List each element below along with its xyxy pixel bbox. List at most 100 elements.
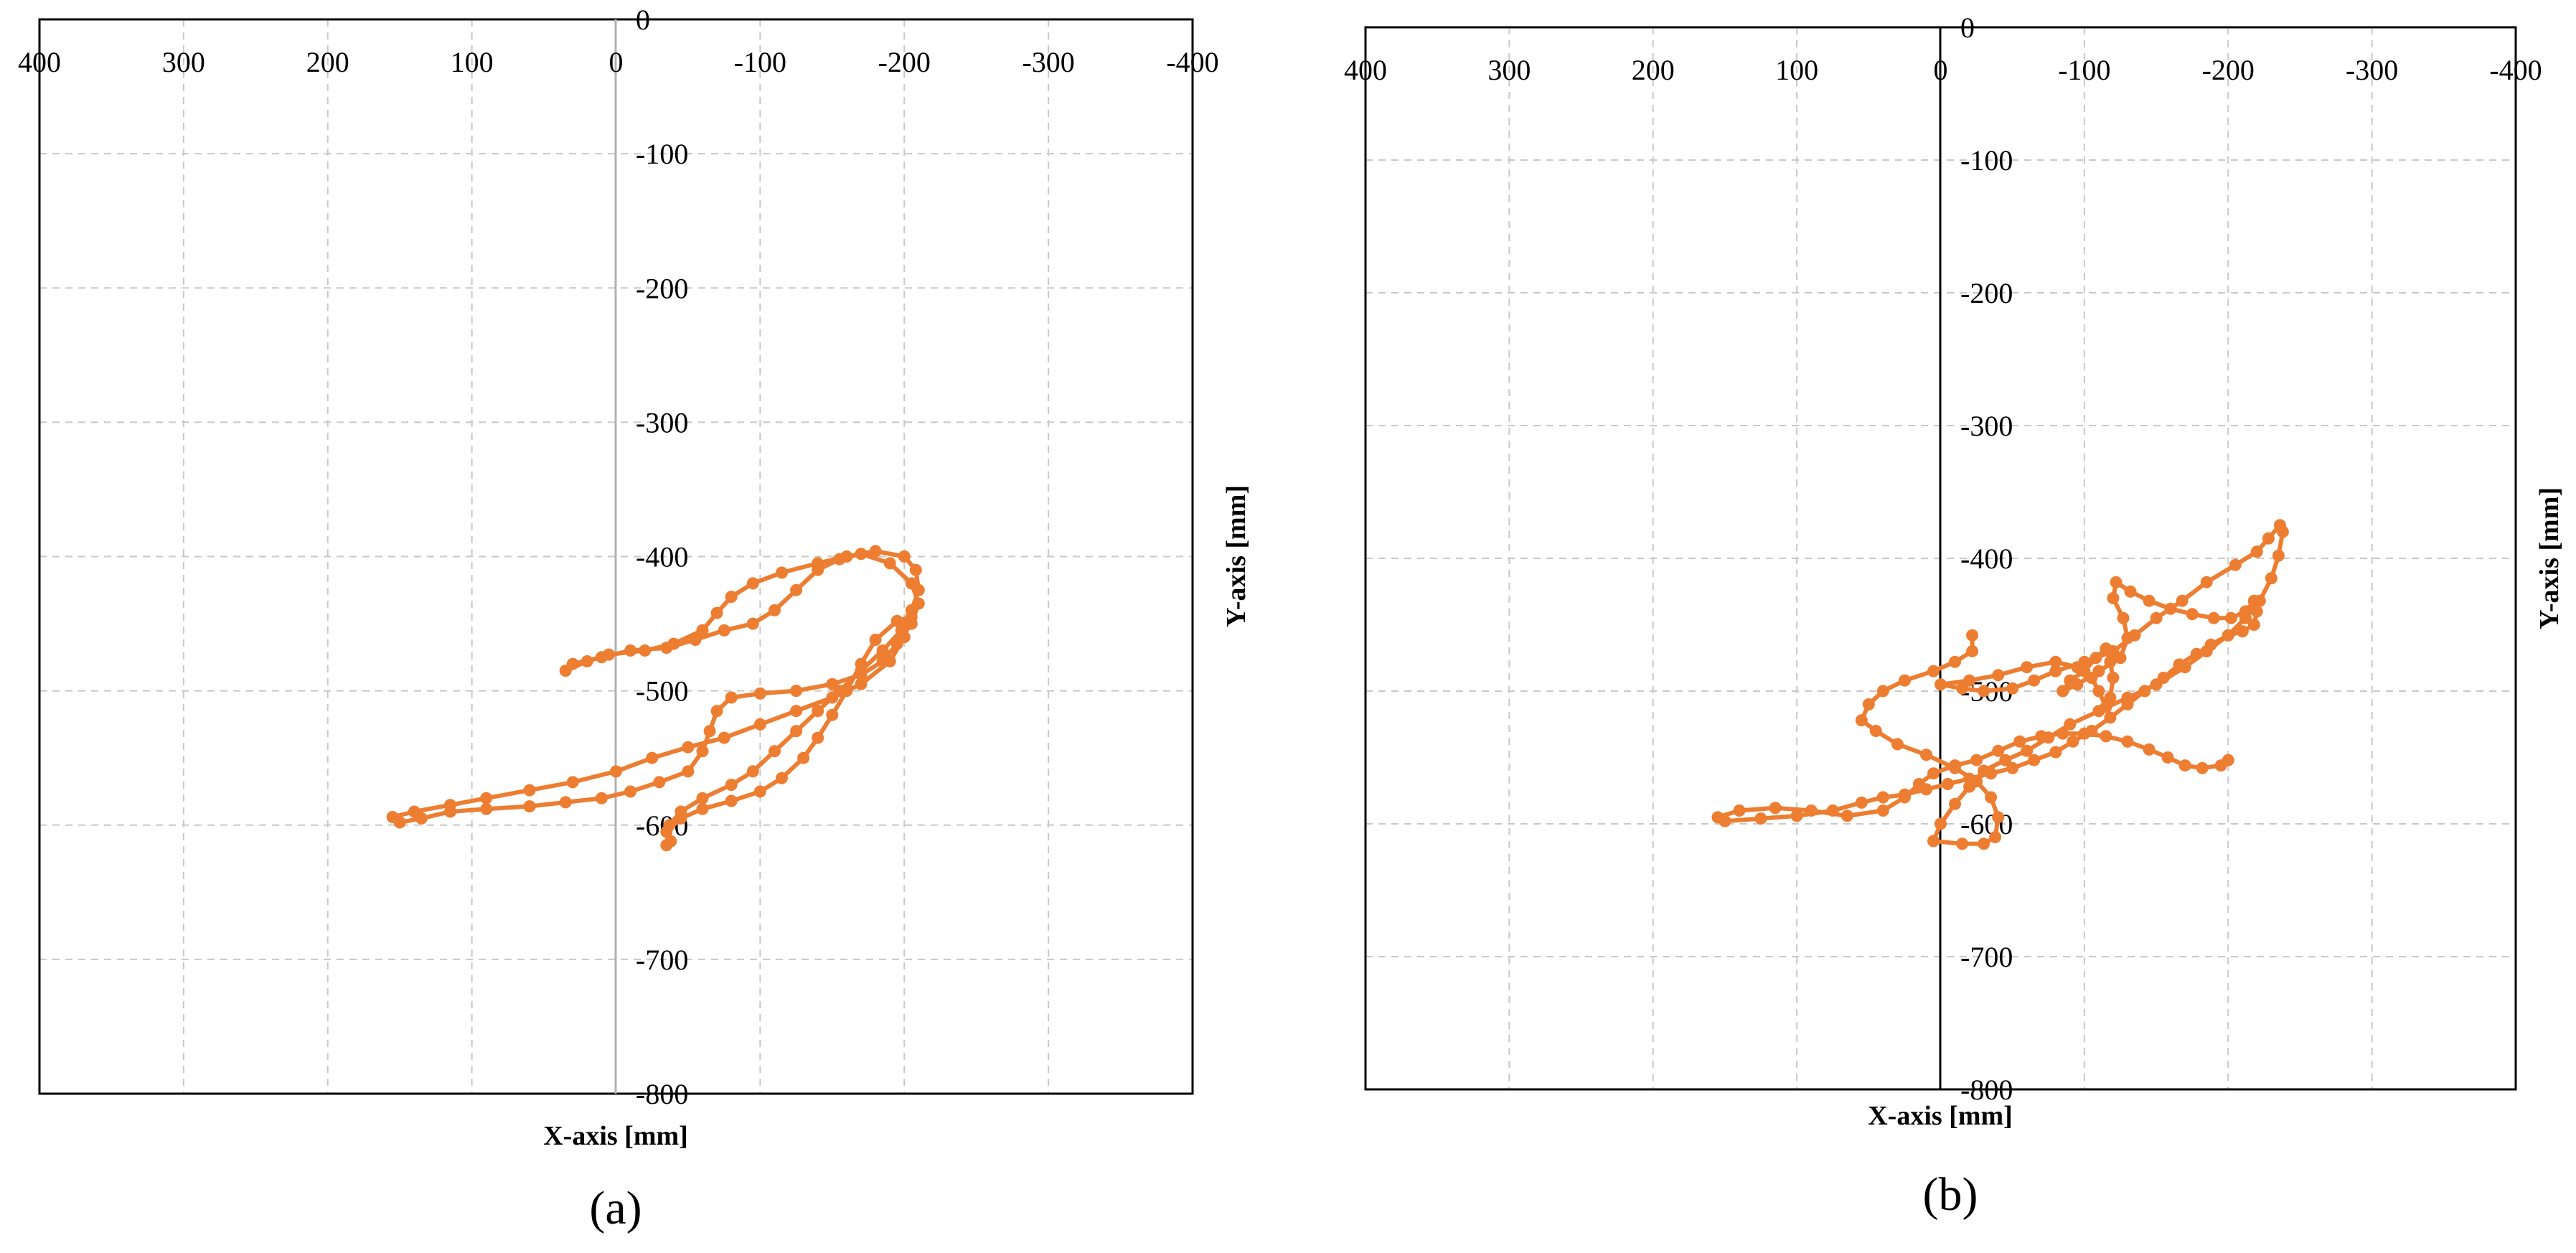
data-point bbox=[2196, 761, 2209, 774]
data-point bbox=[855, 677, 868, 690]
data-point bbox=[2250, 605, 2263, 618]
data-point bbox=[790, 705, 803, 718]
data-point bbox=[898, 631, 911, 644]
data-point bbox=[696, 624, 709, 637]
chart-panel-b: 400 300 200 100 0 -100 -200 -300 -400 0 -100 -200 -… bbox=[1344, 11, 2565, 1221]
y-tick-label: -700 bbox=[636, 944, 688, 976]
data-point bbox=[2239, 605, 2252, 618]
data-point bbox=[2176, 594, 2189, 607]
data-point bbox=[2229, 558, 2242, 571]
data-point bbox=[1985, 791, 1998, 804]
data-point bbox=[710, 705, 723, 718]
x-tick-label: 0 bbox=[1934, 54, 1948, 86]
data-point bbox=[2138, 685, 2151, 698]
data-point bbox=[2121, 698, 2134, 710]
data-point bbox=[595, 792, 608, 804]
data-point bbox=[718, 624, 730, 637]
data-point bbox=[2143, 594, 2156, 607]
data-point bbox=[710, 606, 723, 619]
data-point bbox=[776, 566, 788, 579]
series-line-b bbox=[1715, 522, 2285, 846]
data-point bbox=[2078, 665, 2091, 677]
data-point bbox=[1855, 714, 1868, 727]
data-point bbox=[2021, 744, 2034, 757]
data-point bbox=[1876, 791, 1889, 804]
y-tick-labels-b: 0-100-200-300-400-500-600-700-800 bbox=[1960, 11, 2013, 1106]
data-point bbox=[2104, 711, 2117, 724]
data-point bbox=[2092, 685, 2105, 698]
y-tick-label: -300 bbox=[1960, 410, 2013, 442]
data-point bbox=[2092, 665, 2105, 677]
data-point bbox=[2071, 678, 2084, 691]
data-point bbox=[2013, 735, 2026, 748]
data-point bbox=[2006, 682, 2019, 695]
y-axis-title-a: Y-axis [mm] bbox=[1221, 485, 1251, 627]
x-tick-label: 300 bbox=[162, 46, 205, 78]
x-tick-label: 300 bbox=[1487, 54, 1531, 86]
data-point bbox=[869, 545, 882, 558]
x-tick-label: -100 bbox=[734, 46, 786, 78]
data-point bbox=[2207, 611, 2220, 624]
data-point bbox=[2150, 611, 2163, 624]
data-point bbox=[790, 685, 803, 698]
data-point bbox=[1966, 629, 1979, 642]
data-point bbox=[610, 765, 622, 778]
data-point bbox=[2006, 761, 2019, 774]
data-point bbox=[753, 687, 766, 700]
y-axis-title-b: Y-axis [mm] bbox=[2534, 487, 2565, 629]
data-point bbox=[660, 825, 673, 838]
data-point bbox=[1989, 831, 2002, 843]
data-point bbox=[826, 708, 839, 721]
data-point bbox=[664, 835, 677, 848]
data-point bbox=[1949, 655, 1961, 668]
data-point bbox=[2190, 647, 2203, 660]
data-point bbox=[768, 604, 781, 616]
data-point bbox=[826, 677, 839, 690]
data-point bbox=[2247, 619, 2260, 631]
data-point bbox=[2104, 655, 2117, 668]
data-point bbox=[725, 794, 738, 807]
y-tick-label: -200 bbox=[1960, 277, 2013, 309]
data-point bbox=[646, 751, 659, 764]
x-tick-label: 100 bbox=[451, 46, 494, 78]
data-point bbox=[2247, 594, 2260, 607]
data-point bbox=[2222, 754, 2234, 766]
data-point bbox=[1927, 767, 1940, 780]
x-tick-label: 100 bbox=[1775, 54, 1818, 86]
data-point bbox=[2078, 727, 2091, 740]
data-point bbox=[1855, 796, 1868, 809]
data-point bbox=[480, 792, 493, 804]
data-point bbox=[2035, 730, 2048, 743]
data-point bbox=[2100, 700, 2112, 713]
data-point bbox=[905, 611, 918, 624]
data-point bbox=[855, 657, 868, 670]
data-point bbox=[753, 785, 766, 798]
data-point bbox=[2028, 674, 2041, 687]
data-point bbox=[480, 802, 493, 815]
series-a bbox=[386, 545, 925, 852]
data-point bbox=[523, 800, 536, 813]
data-point bbox=[1985, 767, 1998, 780]
data-point bbox=[624, 644, 637, 657]
data-point bbox=[2224, 611, 2237, 624]
data-point bbox=[1841, 809, 1853, 822]
y-tick-labels-a: 0-100-200-300-400-500-600-700-800 bbox=[636, 4, 688, 1110]
data-point bbox=[2028, 754, 2041, 766]
data-point bbox=[890, 614, 903, 627]
data-point bbox=[2107, 592, 2120, 604]
data-point bbox=[790, 583, 803, 596]
chart-panel-a: 400 300 200 100 0 -100 -200 -300 -400 0 -100 -200 -… bbox=[18, 4, 1251, 1234]
data-point bbox=[2161, 751, 2174, 764]
data-point bbox=[1927, 835, 1940, 848]
data-point bbox=[566, 776, 579, 789]
data-point bbox=[624, 785, 637, 798]
y-tick-label: -500 bbox=[636, 675, 688, 708]
data-point bbox=[408, 805, 420, 818]
data-point bbox=[855, 668, 868, 681]
data-point bbox=[2157, 672, 2170, 684]
data-point bbox=[559, 796, 572, 809]
data-point bbox=[1869, 725, 1882, 737]
x-tick-label: 200 bbox=[1632, 54, 1675, 86]
data-point bbox=[725, 591, 738, 604]
data-point bbox=[790, 725, 803, 738]
